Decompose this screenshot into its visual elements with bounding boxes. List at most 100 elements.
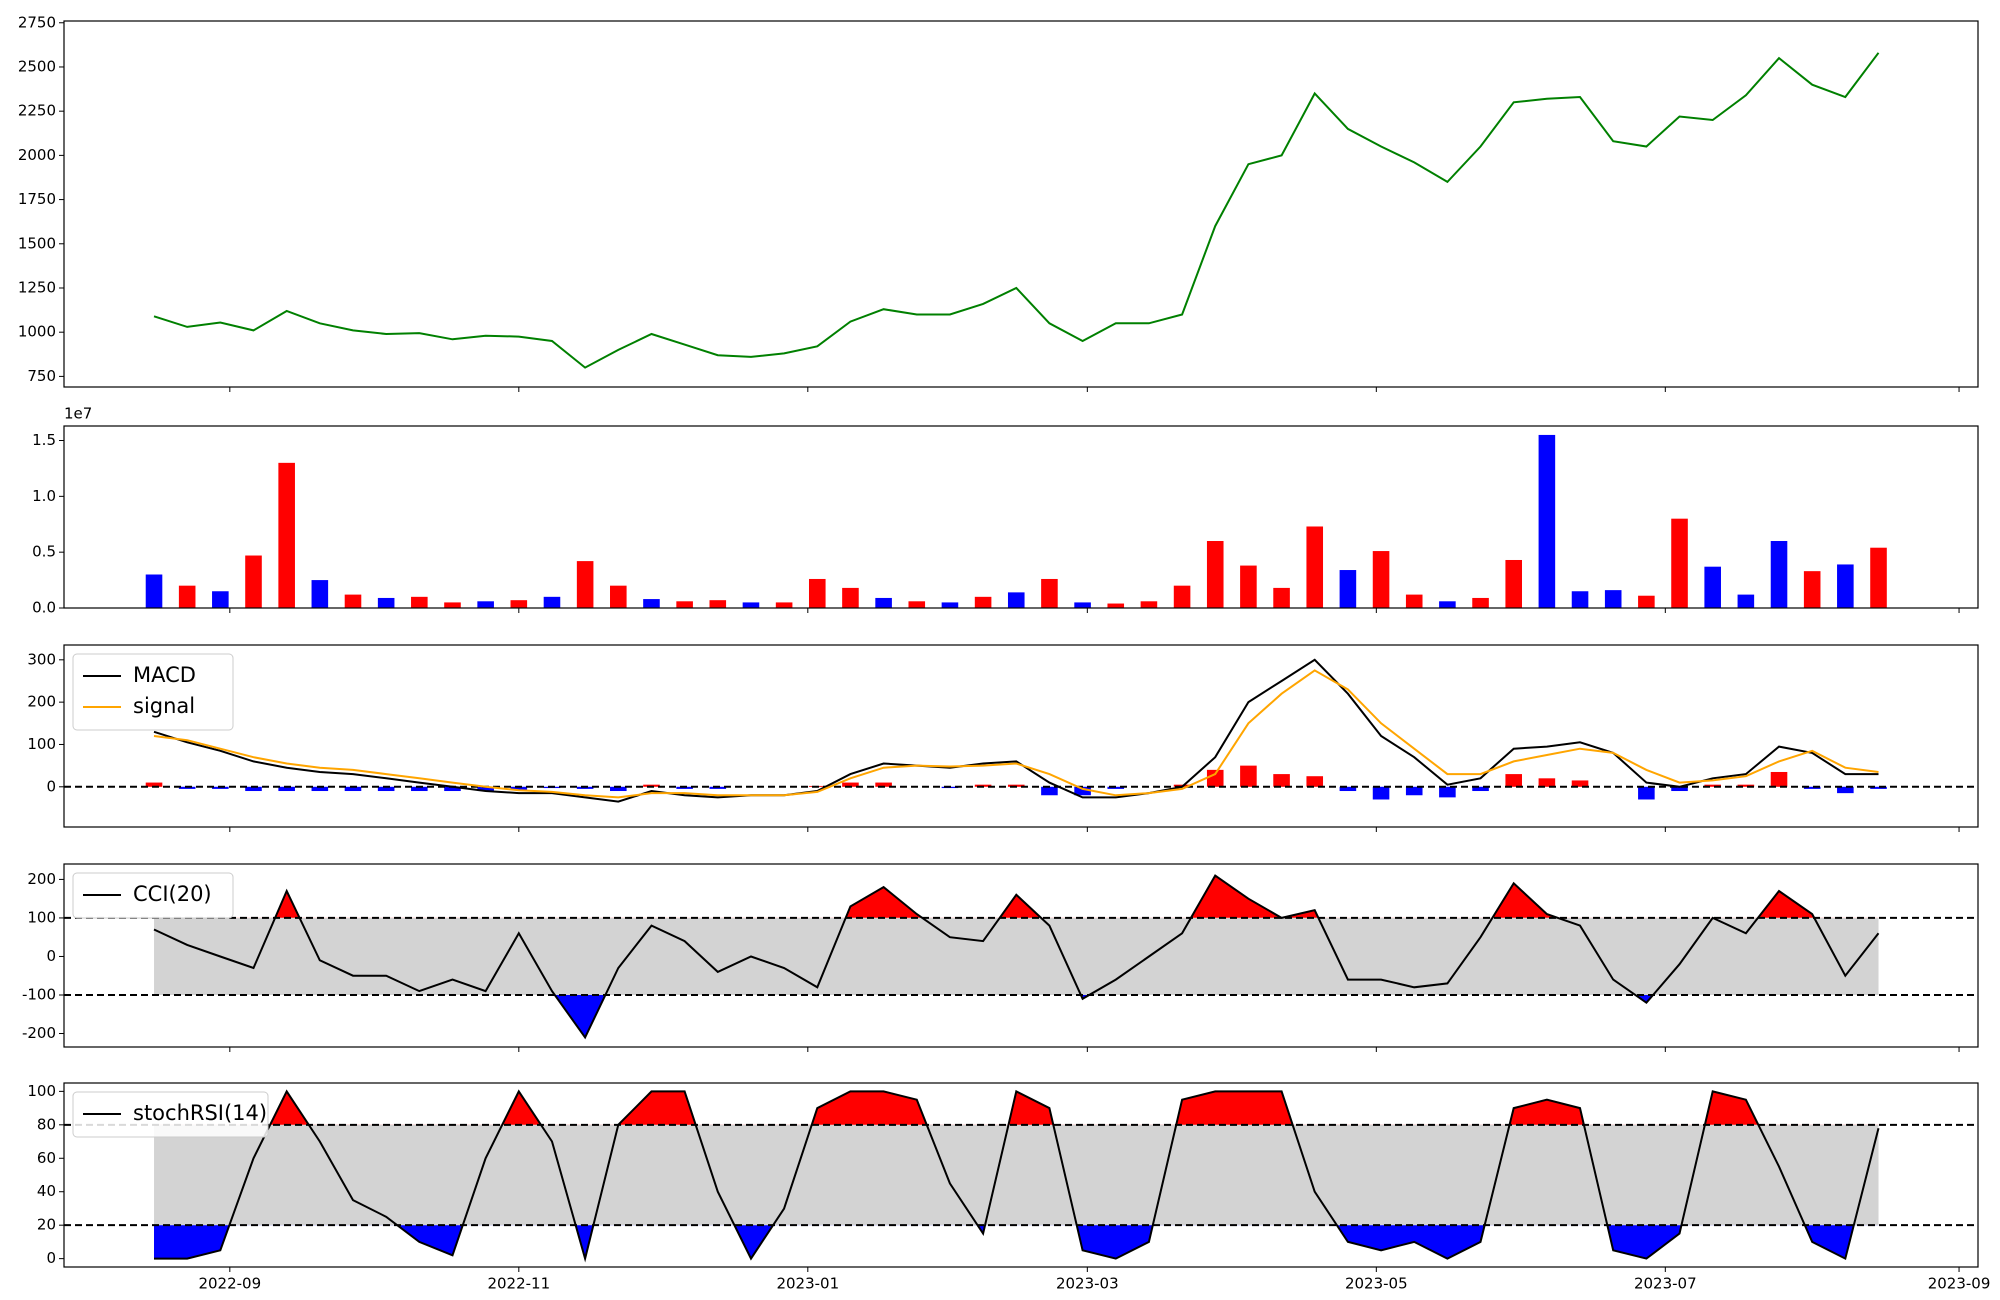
y-tick-label: 40 <box>37 1182 56 1200</box>
line <box>154 1089 1880 1263</box>
oversold-fill <box>154 994 1879 1038</box>
histogram-bar <box>1737 784 1755 787</box>
y-tick-label: 0 <box>46 947 56 965</box>
axes-frame <box>63 1082 1979 1268</box>
histogram-bar <box>643 784 660 787</box>
histogram-bar <box>1538 778 1556 787</box>
histogram-bar <box>1837 786 1854 794</box>
histogram-bar <box>1107 786 1125 789</box>
volume-bar <box>311 580 329 608</box>
histogram-bar <box>344 786 362 792</box>
x-tick-label: 2022-11 <box>487 1275 550 1293</box>
volume-bar <box>875 597 892 608</box>
legend-label: CCI(20) <box>133 882 212 906</box>
histogram-bar <box>278 786 295 792</box>
histogram-bar <box>1405 786 1423 796</box>
histogram-bar <box>1571 780 1589 787</box>
y-tick-label: 1750 <box>18 190 56 208</box>
legend-box <box>72 872 234 919</box>
line <box>153 658 1879 803</box>
histogram-bar <box>1372 786 1390 800</box>
volume-bar <box>1041 578 1058 608</box>
volume-bar <box>1306 526 1324 608</box>
overbought-fill <box>154 875 1879 918</box>
histogram-bar <box>212 786 229 789</box>
histogram-bar <box>1306 776 1324 787</box>
line <box>153 669 1879 799</box>
x-tick-label: 2023-01 <box>776 1275 839 1293</box>
histogram-bar <box>510 786 528 790</box>
offset-label: 1e7 <box>64 405 92 423</box>
panel: 0.0 0.5 1.0 1.5 1e7 <box>32 405 1979 617</box>
volume-bar <box>444 602 461 608</box>
volume-bar <box>1405 594 1423 608</box>
histogram-bar <box>875 782 892 787</box>
volume-bar <box>1870 547 1887 608</box>
y-tick-label: 100 <box>27 1082 56 1100</box>
histogram-bar <box>1007 784 1025 787</box>
y-tick-label: 0 <box>46 1249 56 1267</box>
volume-bar <box>245 555 262 608</box>
legend-box <box>72 653 234 731</box>
axes-frame <box>63 644 1979 828</box>
histogram-bar <box>676 786 693 789</box>
y-tick-label: 60 <box>37 1149 56 1167</box>
volume-bar <box>808 578 826 608</box>
histogram-bar <box>842 782 859 787</box>
y-tick-label: 750 <box>27 367 56 385</box>
histogram-bar <box>311 786 329 792</box>
volume-bar <box>842 587 859 608</box>
legend-label: signal <box>133 694 195 718</box>
y-tick-label: 2500 <box>18 57 56 75</box>
legend-label: stochRSI(14) <box>133 1101 267 1125</box>
histogram-bar <box>1273 774 1290 787</box>
volume-bar <box>974 596 992 608</box>
volume-bar <box>775 602 793 608</box>
y-tick-label: 100 <box>27 908 56 926</box>
y-tick-label: 1000 <box>18 323 56 341</box>
histogram-bar <box>974 784 992 787</box>
y-tick-label: 200 <box>27 693 56 711</box>
histogram-bar <box>1770 771 1788 787</box>
x-tick-label: 2023-05 <box>1345 1275 1408 1293</box>
panel: -200 -100 0 100 200 CCI(20) <box>22 863 1979 1052</box>
volume-bar <box>908 601 926 608</box>
panel: 0 100 200 300 MACD signal <box>27 644 1979 832</box>
histogram-bar <box>477 786 494 792</box>
y-tick-label: 300 <box>27 650 56 668</box>
volume-bar <box>1339 570 1357 608</box>
volume-bar <box>676 601 693 608</box>
histogram-bar <box>1505 774 1523 787</box>
volume-bar <box>1074 602 1091 608</box>
x-tick-label: 2023-07 <box>1634 1275 1697 1293</box>
volume-bar <box>212 591 229 608</box>
volume-bar <box>278 462 295 608</box>
histogram-bar <box>1074 786 1091 796</box>
volume-bar <box>1240 565 1257 608</box>
y-tick-label: 200 <box>27 870 56 888</box>
y-tick-label: 2000 <box>18 146 56 164</box>
y-tick-label: 1.0 <box>32 487 56 505</box>
axes-frame <box>63 863 1979 1048</box>
panel: 0 20 40 60 80 100 stochRSI(14) 2022-09 2022-11 20… <box>27 1082 1990 1293</box>
y-tick-label: 2750 <box>18 13 56 31</box>
volume-bar <box>344 594 362 608</box>
volume-bar <box>477 601 494 608</box>
y-tick-label: 1250 <box>18 278 56 296</box>
x-tick-label: 2023-09 <box>1928 1275 1991 1293</box>
histogram-bar <box>1704 784 1721 787</box>
volume-bar <box>1007 592 1025 608</box>
histogram-bar <box>1439 786 1456 798</box>
volume-bar <box>1439 601 1456 608</box>
y-tick-label: 0.0 <box>32 599 56 617</box>
legend-box <box>72 1091 269 1138</box>
x-tick-label: 2023-03 <box>1056 1275 1119 1293</box>
volume-bar <box>1837 564 1854 608</box>
panel: 750 1000 1250 1500 1750 2000 2250 2500 2750 <box>18 13 1979 392</box>
line <box>153 874 1880 1040</box>
volume-bar <box>1107 603 1125 608</box>
volume-bar <box>709 600 727 608</box>
histogram-bar <box>1339 786 1357 792</box>
oversold-fill <box>154 1225 1879 1259</box>
